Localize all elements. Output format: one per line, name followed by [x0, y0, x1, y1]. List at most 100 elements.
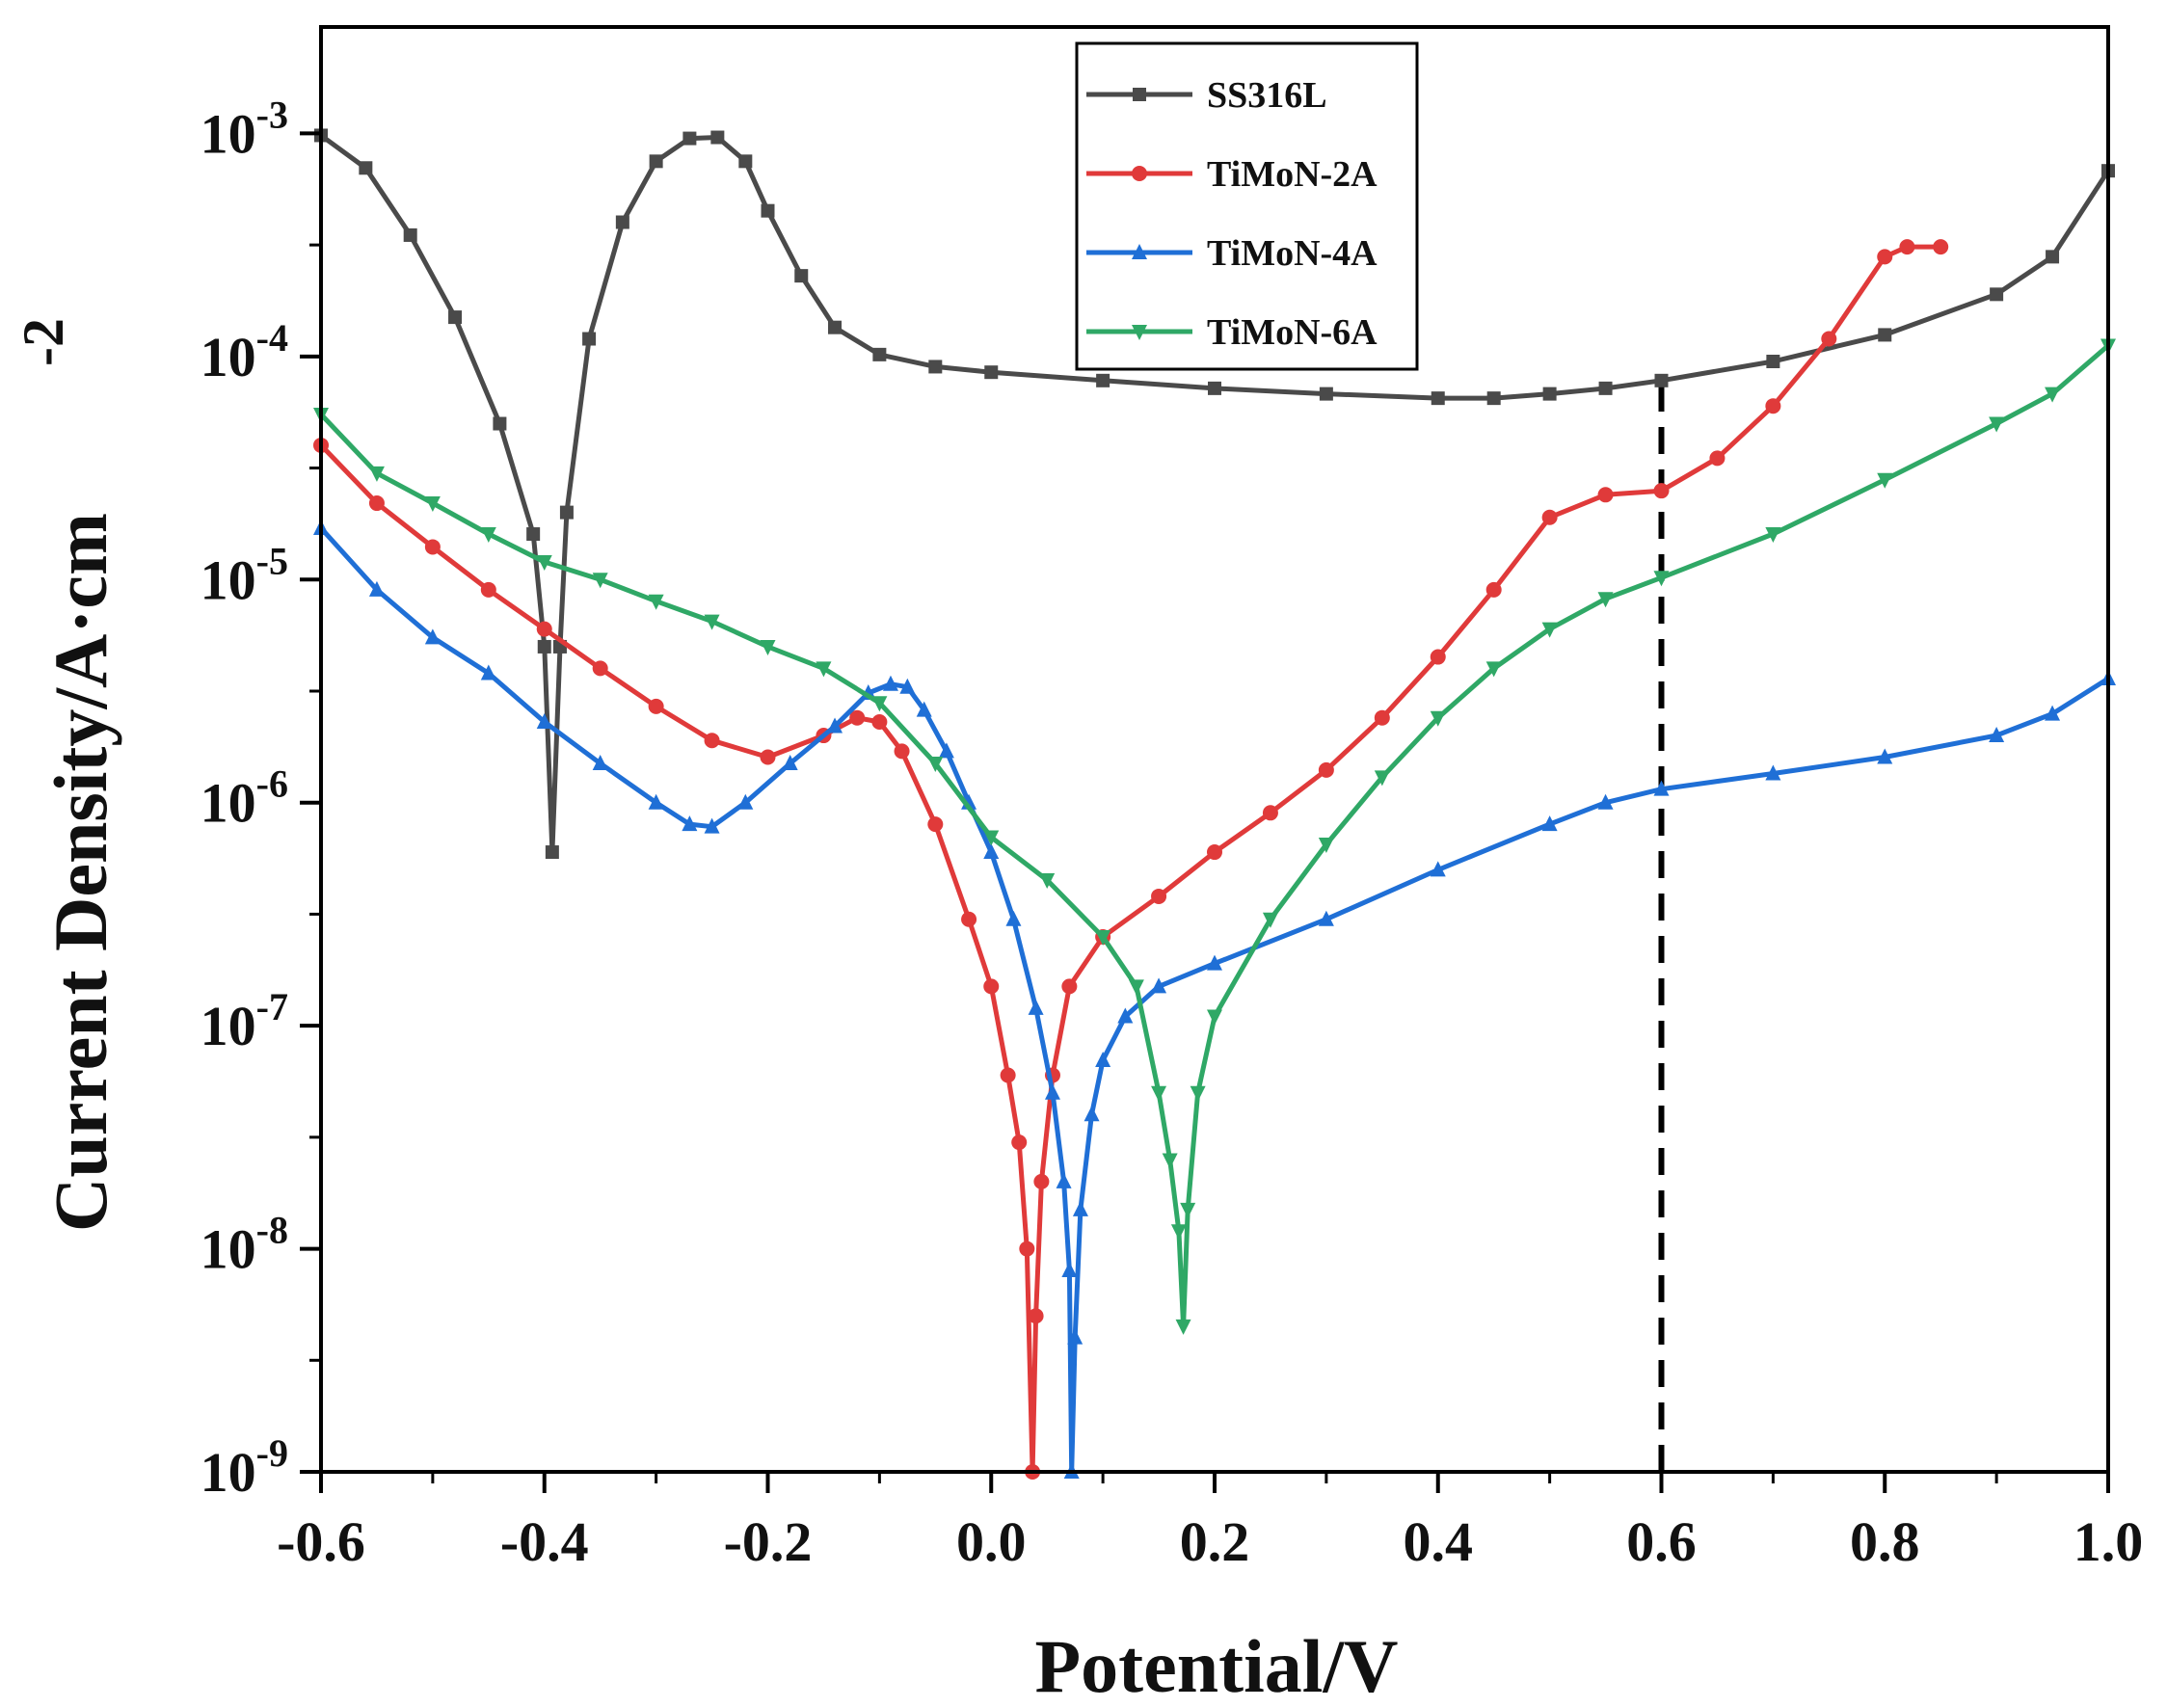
y-tick-label: 10-8 [201, 1209, 288, 1281]
legend-marker [1132, 166, 1147, 181]
legend-marker [1133, 88, 1146, 101]
data-point [1319, 387, 1333, 401]
data-point [480, 527, 496, 544]
x-tick-label: 0.6 [1626, 1510, 1697, 1573]
y-tick-label: 10-6 [201, 762, 288, 835]
data-point [1541, 509, 1558, 525]
data-point [704, 614, 720, 630]
data-point [1028, 1308, 1044, 1324]
data-point [983, 843, 1000, 860]
data-point [984, 365, 999, 380]
x-tick-label: 0.0 [956, 1510, 1027, 1573]
data-point [1990, 287, 2004, 302]
data-point [871, 696, 888, 712]
data-point [1933, 239, 1949, 255]
data-point [928, 360, 943, 374]
data-point [1190, 1085, 1206, 1102]
series-TiMoN-6A [313, 338, 2116, 1335]
data-point [827, 717, 843, 734]
data-point [536, 554, 552, 571]
data-point [526, 527, 541, 542]
data-point [368, 580, 385, 597]
data-point [899, 678, 916, 694]
series-line [319, 526, 2110, 1475]
data-point [1542, 387, 1557, 401]
data-point [1175, 1319, 1191, 1335]
data-point [761, 203, 775, 218]
y-tick-label: 10-5 [201, 539, 288, 611]
data-point [480, 664, 496, 681]
data-point [1044, 1083, 1060, 1100]
x-tick-label: 0.8 [1850, 1510, 1920, 1573]
data-point [649, 154, 663, 169]
data-point [1765, 527, 1781, 544]
data-point [1541, 815, 1558, 832]
legend-label: TiMoN-6A [1207, 312, 1378, 353]
data-point [1653, 571, 1670, 587]
data-point [871, 713, 888, 730]
data-point [737, 793, 754, 810]
data-point [1318, 910, 1334, 926]
x-axis-title: Potential/V [1035, 1624, 1399, 1708]
legend-label: TiMoN-2A [1207, 154, 1378, 195]
data-point [1151, 977, 1167, 994]
data-point [1072, 1200, 1088, 1216]
data-point [648, 793, 664, 810]
data-point [794, 269, 809, 283]
data-point [1262, 805, 1278, 821]
data-point [1653, 483, 1670, 499]
data-point [1151, 888, 1167, 904]
data-point [592, 754, 608, 770]
y-axis-title-superscript: -2 [12, 318, 75, 366]
series-SS316L [314, 128, 2115, 860]
data-point [872, 347, 887, 361]
x-tick-label: -0.4 [500, 1510, 589, 1573]
data-point [1095, 1051, 1111, 1067]
data-point [1541, 622, 1558, 638]
data-point [1766, 355, 1780, 369]
data-point [1653, 780, 1670, 796]
data-point [368, 495, 385, 512]
data-point [1028, 999, 1044, 1015]
data-point [1877, 748, 1893, 764]
series-line [319, 343, 2110, 1329]
data-point [1431, 391, 1445, 406]
data-point [1128, 979, 1144, 996]
data-point [882, 675, 898, 691]
data-point [1019, 1241, 1035, 1257]
data-point [2045, 705, 2061, 721]
data-point [1151, 1085, 1167, 1102]
y-tick-label: 10-3 [201, 93, 288, 165]
data-point [1989, 416, 2005, 433]
data-point [536, 712, 552, 729]
data-point [1005, 910, 1022, 926]
data-point [894, 743, 910, 760]
data-point [1374, 770, 1390, 787]
data-point [927, 816, 944, 833]
data-point [359, 161, 373, 175]
data-point [1430, 861, 1446, 877]
data-point [1117, 1007, 1134, 1024]
data-point [2046, 250, 2060, 264]
data-point [1654, 373, 1669, 387]
data-point [1208, 381, 1221, 395]
data-point [682, 131, 697, 146]
data-point [782, 754, 798, 770]
data-point [1485, 581, 1502, 598]
data-point [582, 332, 597, 346]
legend: SS316L TiMoN-2A TiMoN-4A TiMoN-6A [1075, 41, 1419, 371]
data-point [1821, 331, 1837, 347]
data-point [480, 581, 496, 598]
data-point [710, 130, 725, 145]
data-point [537, 639, 551, 654]
data-point [1430, 649, 1446, 665]
x-tick-label: 1.0 [2073, 1510, 2144, 1573]
data-point [1067, 1328, 1084, 1345]
data-point [916, 701, 932, 717]
data-point [1709, 450, 1726, 467]
data-point [648, 698, 664, 714]
legend-marker [1132, 325, 1147, 340]
legend-marker [1132, 244, 1147, 259]
data-point [1039, 872, 1056, 889]
